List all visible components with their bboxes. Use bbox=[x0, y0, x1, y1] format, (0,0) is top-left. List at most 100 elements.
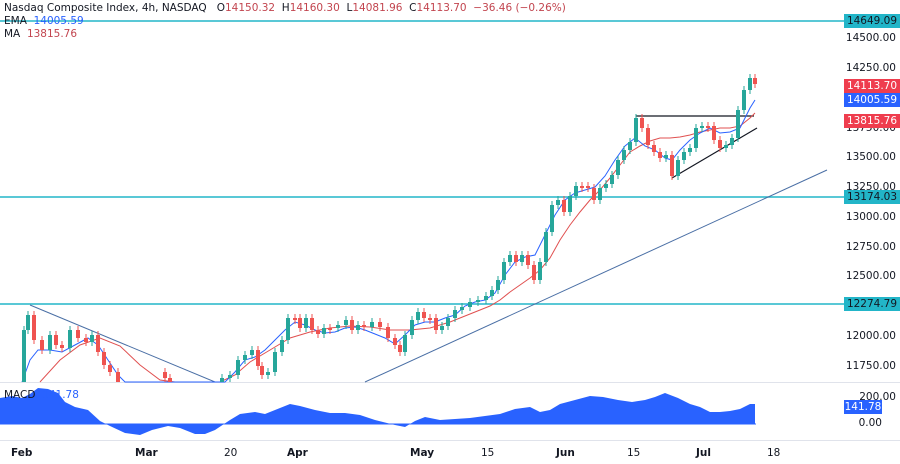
candle[interactable] bbox=[440, 326, 444, 330]
candle[interactable] bbox=[286, 318, 290, 340]
candle[interactable] bbox=[628, 142, 632, 150]
candle[interactable] bbox=[108, 365, 112, 372]
candle[interactable] bbox=[236, 360, 240, 375]
candle[interactable] bbox=[54, 335, 58, 345]
candle[interactable] bbox=[68, 330, 72, 348]
candle[interactable] bbox=[604, 184, 608, 188]
candle[interactable] bbox=[736, 110, 740, 138]
candle[interactable] bbox=[544, 232, 548, 262]
candle[interactable] bbox=[422, 312, 426, 318]
candle[interactable] bbox=[532, 265, 536, 280]
candle[interactable] bbox=[520, 255, 524, 262]
triangle-support-line[interactable] bbox=[671, 127, 758, 179]
candle[interactable] bbox=[378, 322, 382, 327]
candlestick-series[interactable] bbox=[22, 74, 757, 382]
candle[interactable] bbox=[350, 320, 354, 330]
candle[interactable] bbox=[220, 378, 224, 382]
candle[interactable] bbox=[592, 188, 596, 200]
candle[interactable] bbox=[243, 355, 247, 360]
candle[interactable] bbox=[393, 338, 397, 345]
candle[interactable] bbox=[748, 78, 752, 90]
candle[interactable] bbox=[476, 300, 480, 302]
candle[interactable] bbox=[228, 375, 232, 378]
candle[interactable] bbox=[48, 335, 52, 350]
candle[interactable] bbox=[336, 325, 340, 328]
candle[interactable] bbox=[616, 160, 620, 175]
candle[interactable] bbox=[484, 296, 488, 300]
candle[interactable] bbox=[652, 145, 656, 152]
candle[interactable] bbox=[322, 328, 326, 334]
candle[interactable] bbox=[706, 126, 710, 128]
candle[interactable] bbox=[96, 335, 100, 352]
candle[interactable] bbox=[508, 255, 512, 262]
candle[interactable] bbox=[256, 350, 260, 366]
candle[interactable] bbox=[742, 90, 746, 110]
candle[interactable] bbox=[403, 335, 407, 352]
candle[interactable] bbox=[266, 372, 270, 375]
candle[interactable] bbox=[622, 150, 626, 160]
candle[interactable] bbox=[574, 186, 578, 196]
candle[interactable] bbox=[694, 128, 698, 148]
ema-legend[interactable]: EMA 14005.59 bbox=[4, 15, 84, 27]
candle[interactable] bbox=[370, 322, 374, 327]
candle[interactable] bbox=[344, 320, 348, 325]
candle[interactable] bbox=[26, 315, 30, 330]
candle[interactable] bbox=[688, 148, 692, 152]
candle[interactable] bbox=[580, 186, 584, 188]
candle[interactable] bbox=[32, 315, 36, 340]
candle[interactable] bbox=[556, 200, 560, 205]
candle[interactable] bbox=[293, 318, 297, 320]
candle[interactable] bbox=[416, 312, 420, 320]
candle[interactable] bbox=[90, 335, 94, 342]
candle[interactable] bbox=[670, 155, 674, 176]
candle[interactable] bbox=[724, 145, 728, 148]
candle[interactable] bbox=[586, 186, 590, 188]
candle[interactable] bbox=[356, 325, 360, 330]
candle[interactable] bbox=[502, 262, 506, 280]
candle[interactable] bbox=[328, 328, 332, 330]
candle[interactable] bbox=[116, 372, 120, 382]
candle[interactable] bbox=[428, 318, 432, 320]
candle[interactable] bbox=[550, 205, 554, 232]
candle[interactable] bbox=[40, 340, 44, 350]
candle[interactable] bbox=[22, 330, 26, 382]
candle[interactable] bbox=[640, 118, 644, 128]
ma-legend[interactable]: MA 13815.76 bbox=[4, 28, 77, 40]
candle[interactable] bbox=[434, 318, 438, 330]
symbol-header[interactable]: Nasdaq Composite Index, 4h, NASDAQ O1415… bbox=[4, 2, 566, 14]
candle[interactable] bbox=[664, 155, 668, 158]
candle[interactable] bbox=[658, 152, 662, 158]
candle[interactable] bbox=[316, 330, 320, 334]
candle[interactable] bbox=[610, 175, 614, 184]
candle[interactable] bbox=[250, 350, 254, 355]
candle[interactable] bbox=[676, 160, 680, 176]
candle[interactable] bbox=[386, 327, 390, 338]
candle[interactable] bbox=[514, 255, 518, 262]
candle[interactable] bbox=[538, 262, 542, 280]
candle[interactable] bbox=[718, 140, 722, 148]
descending-trendline[interactable] bbox=[29, 304, 216, 383]
candle[interactable] bbox=[730, 138, 734, 145]
candle[interactable] bbox=[410, 320, 414, 335]
candle[interactable] bbox=[76, 330, 80, 338]
candle[interactable] bbox=[102, 352, 106, 365]
candle[interactable] bbox=[712, 126, 716, 140]
candle[interactable] bbox=[453, 310, 457, 318]
candle[interactable] bbox=[163, 372, 167, 378]
candle[interactable] bbox=[646, 128, 650, 145]
candle[interactable] bbox=[84, 338, 88, 342]
candle[interactable] bbox=[60, 345, 64, 348]
candle[interactable] bbox=[260, 366, 264, 375]
candle[interactable] bbox=[298, 318, 302, 328]
candle[interactable] bbox=[568, 196, 572, 212]
candle[interactable] bbox=[562, 200, 566, 212]
candle[interactable] bbox=[634, 118, 638, 142]
candle[interactable] bbox=[468, 302, 472, 307]
candle[interactable] bbox=[460, 307, 464, 310]
ascending-trendline[interactable] bbox=[364, 169, 828, 383]
candle[interactable] bbox=[700, 126, 704, 128]
candle[interactable] bbox=[526, 255, 530, 265]
candle[interactable] bbox=[310, 318, 314, 330]
candle[interactable] bbox=[304, 318, 308, 328]
